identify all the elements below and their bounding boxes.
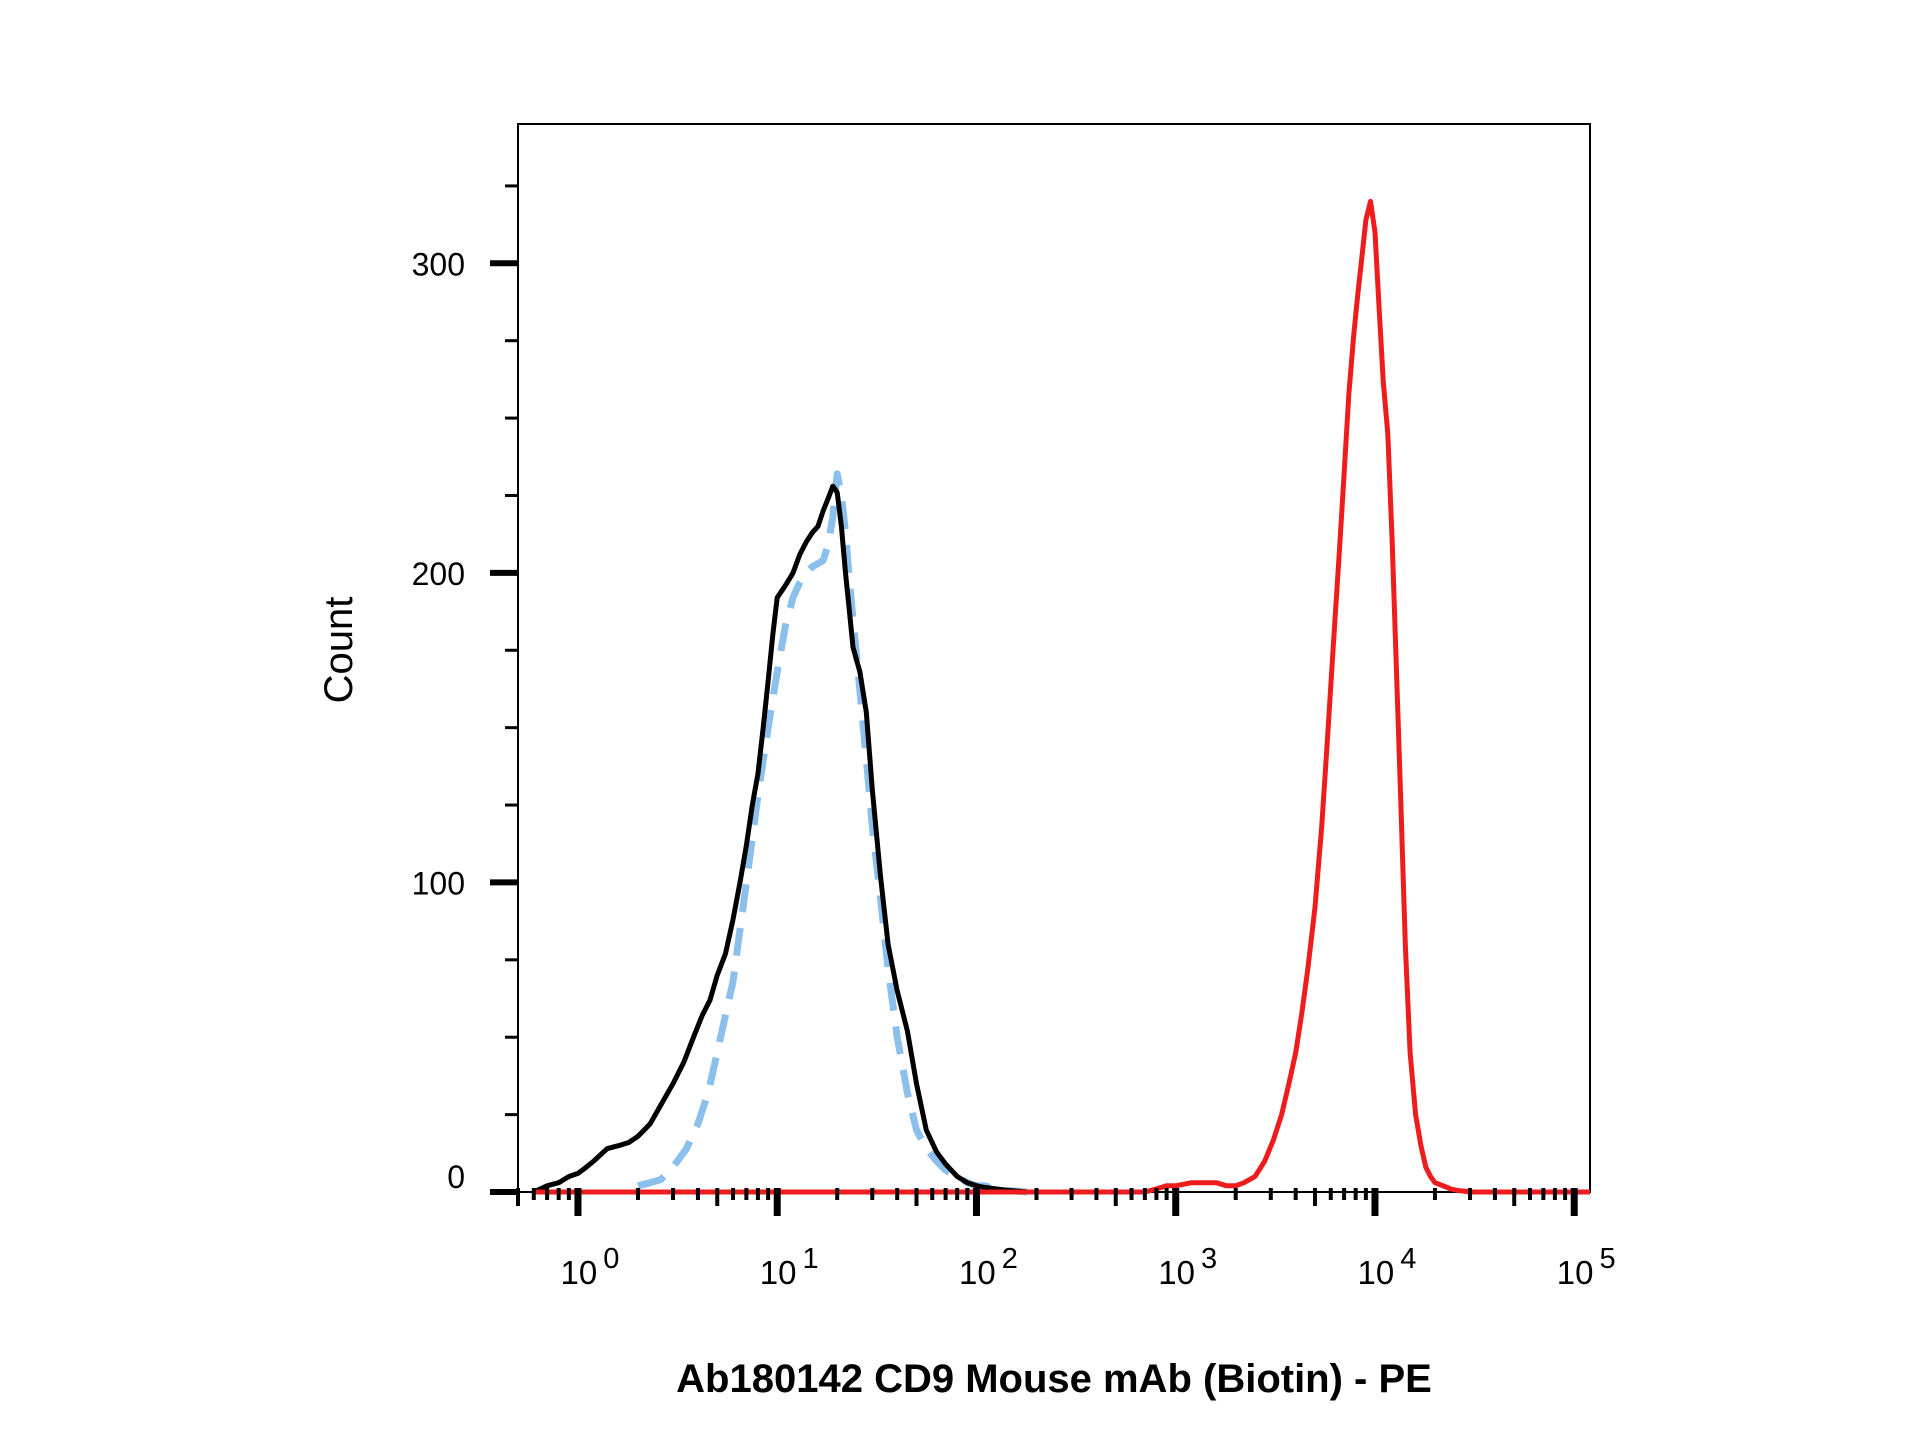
x-tick-label: 10 3 [1158, 1243, 1217, 1291]
y-axis: 0 100 200 300 [412, 184, 518, 1195]
x-axis-label: Ab180142 CD9 Mouse mAb (Biotin) - PE [676, 1357, 1432, 1401]
series-line-2 [532, 483, 1037, 1195]
x-tick-label: 10 2 [959, 1243, 1018, 1291]
y-tick-label: 200 [412, 556, 465, 592]
series-line-1 [637, 470, 1028, 1196]
series-line-3 [533, 198, 1590, 1195]
y-axis-label: Count [317, 597, 361, 704]
series-layer [532, 198, 1590, 1196]
y-tick-label: 300 [412, 246, 465, 282]
x-tick-label: 10 5 [1557, 1243, 1616, 1291]
y-tick-label: 100 [412, 865, 465, 901]
x-tick-label: 10 1 [760, 1243, 819, 1291]
x-tick-label: 10 0 [561, 1243, 620, 1291]
x-axis: 10 0 10 1 10 2 10 3 10 4 10 5 [516, 1188, 1616, 1291]
x-tick-label: 10 4 [1358, 1243, 1417, 1291]
plot-frame [517, 123, 1591, 1193]
y-tick-label: 0 [447, 1159, 465, 1195]
